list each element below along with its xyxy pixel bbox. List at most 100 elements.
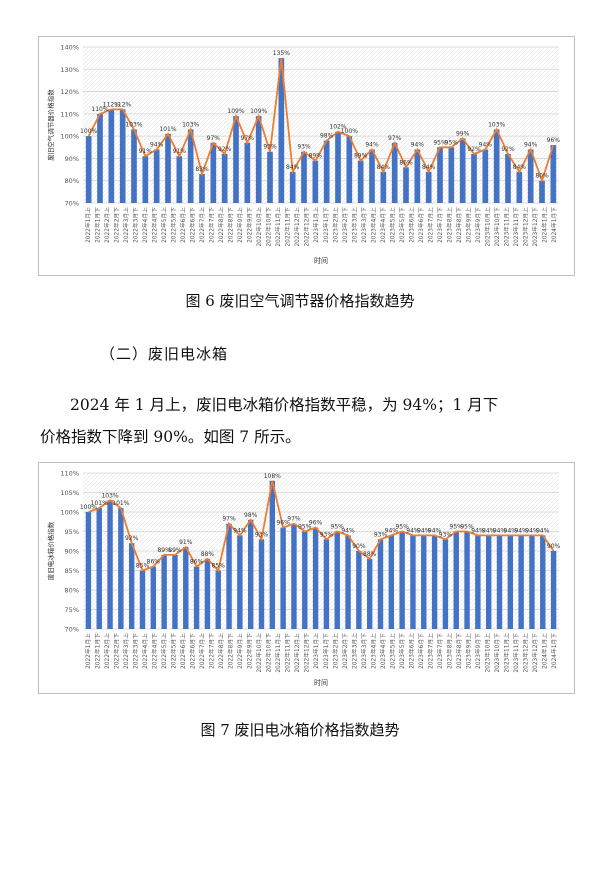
bar [369,149,375,203]
data-label: 103% [101,492,118,499]
x-tick-label: 2023年4月下 [379,207,387,243]
bar [291,523,297,629]
x-tick-label: 2022年5月上 [160,207,168,243]
x-tick-label: 2022年10月下 [265,207,273,247]
x-tick-label: 2023年10月下 [493,207,501,247]
bar [437,147,443,203]
data-label: 94% [536,527,550,534]
y-tick-label: 70% [65,626,79,634]
bar [380,171,387,203]
chart-air-conditioner: 70% 80% 90% 100% 110% 120% 130% 140% 100% 110% 112… [38,36,575,276]
data-label: 94% [482,527,496,534]
data-label: 96% [276,520,290,527]
body-paragraph: 2024 年 1 月上，废旧电冰箱价格指数平稳，为 94%；1 月下 价格指数下… [40,389,570,453]
bar [118,508,124,629]
data-label: 93% [255,531,269,538]
x-tick-label: 2023年5月下 [398,633,406,669]
x-tick-label: 2023年8月上 [446,207,454,243]
bar [496,535,503,629]
bar [529,535,535,629]
x-tick-label: 2022年3月上 [122,633,130,669]
y-tick-label: 90% [65,155,79,163]
data-label: 95% [433,139,447,146]
x-tick-label: 2022年7月上 [198,633,206,669]
data-label: 93% [374,531,388,538]
data-label: 92% [125,535,139,542]
data-label: 101% [91,500,108,507]
bar [312,160,319,203]
x-tick-label: 2023年7月下 [436,207,444,243]
x-tick-label: 2023年10月上 [484,207,492,247]
x-tick-label: 2023年3月下 [360,207,368,243]
x-tick-label: 2022年8月下 [227,633,235,669]
bar [85,136,92,203]
y-tick-label: 75% [65,606,79,614]
x-axis-title: 时间 [314,678,328,687]
x-tick-label: 2022年11月上 [274,207,282,247]
bar [258,539,265,629]
x-tick-label: 2022年6月下 [189,207,197,243]
data-label: 90% [547,543,561,550]
figure-7-caption: 图 7 废旧电冰箱价格指数趋势 [200,721,400,739]
x-tick-label: 2023年12月下 [531,207,539,247]
x-tick-label: 2022年8月上 [217,633,225,669]
data-label: 94% [493,527,507,534]
paragraph-line-2: 价格指数下降到 90%。如图 7 所示。 [40,428,301,446]
bar [550,551,557,629]
x-tick-label: 2022年8月上 [217,207,225,243]
data-label: 102% [329,124,346,131]
data-label: 110% [91,106,108,113]
bar [119,109,126,203]
data-label: 89% [168,547,182,554]
data-label: 92% [501,146,515,153]
data-label: 84% [286,164,300,171]
y-tick-label: 105% [60,489,79,497]
x-tick-label: 2023年9月下 [474,633,482,669]
x-tick-label: 2023年2月上 [331,207,339,243]
data-label: 94% [525,527,539,534]
x-tick-label: 2022年11月下 [284,633,292,673]
bar [165,133,171,203]
x-tick-label: 2023年12月上 [522,207,530,247]
data-label: 89% [157,547,171,554]
bar [269,480,276,629]
bar [335,131,341,203]
y-axis-title: 废旧电冰箱价格指数 [46,521,55,580]
bar [421,535,427,629]
data-label: 96% [309,520,323,527]
x-tick-label: 2023年12月上 [522,633,530,673]
x-tick-label: 2022年7月上 [198,207,206,243]
bar [153,149,160,203]
x-tick-label: 2023年11月上 [503,207,511,247]
bar [346,136,353,203]
x-tick-label: 2022年5月上 [160,633,168,669]
x-tick-label: 2022年1月下 [93,207,101,243]
data-label: 89% [354,153,368,160]
data-label: 95% [395,524,409,531]
figure-6-caption: 图 6 废旧空气调节器价格指数趋势 [185,292,415,310]
data-label: 109% [227,108,244,115]
bar [199,174,205,203]
data-label: 97% [207,135,221,142]
data-label: 95% [298,524,312,531]
bar [244,142,251,203]
x-tick-label: 2023年3月上 [350,633,358,669]
bar [366,558,373,629]
bar [425,171,432,203]
data-label: 109% [250,108,267,115]
bar [345,535,351,629]
data-label: 96% [547,137,561,144]
x-tick-label: 2023年9月上 [465,633,473,669]
bar [176,156,183,203]
x-tick-label: 2022年10月下 [265,633,273,673]
chart-svg: 70%80%90%100%110%120%130%140%100%110%112… [46,44,561,266]
bar [215,570,221,629]
x-tick-label: 2022年3月下 [131,207,139,243]
bar [204,558,211,629]
bar [131,129,137,203]
bar [516,171,523,203]
data-label: 97% [388,135,402,142]
trend-line [87,57,555,184]
x-tick-label: 2022年4月上 [141,207,149,243]
x-tick-label: 2022年9月上 [236,207,244,243]
